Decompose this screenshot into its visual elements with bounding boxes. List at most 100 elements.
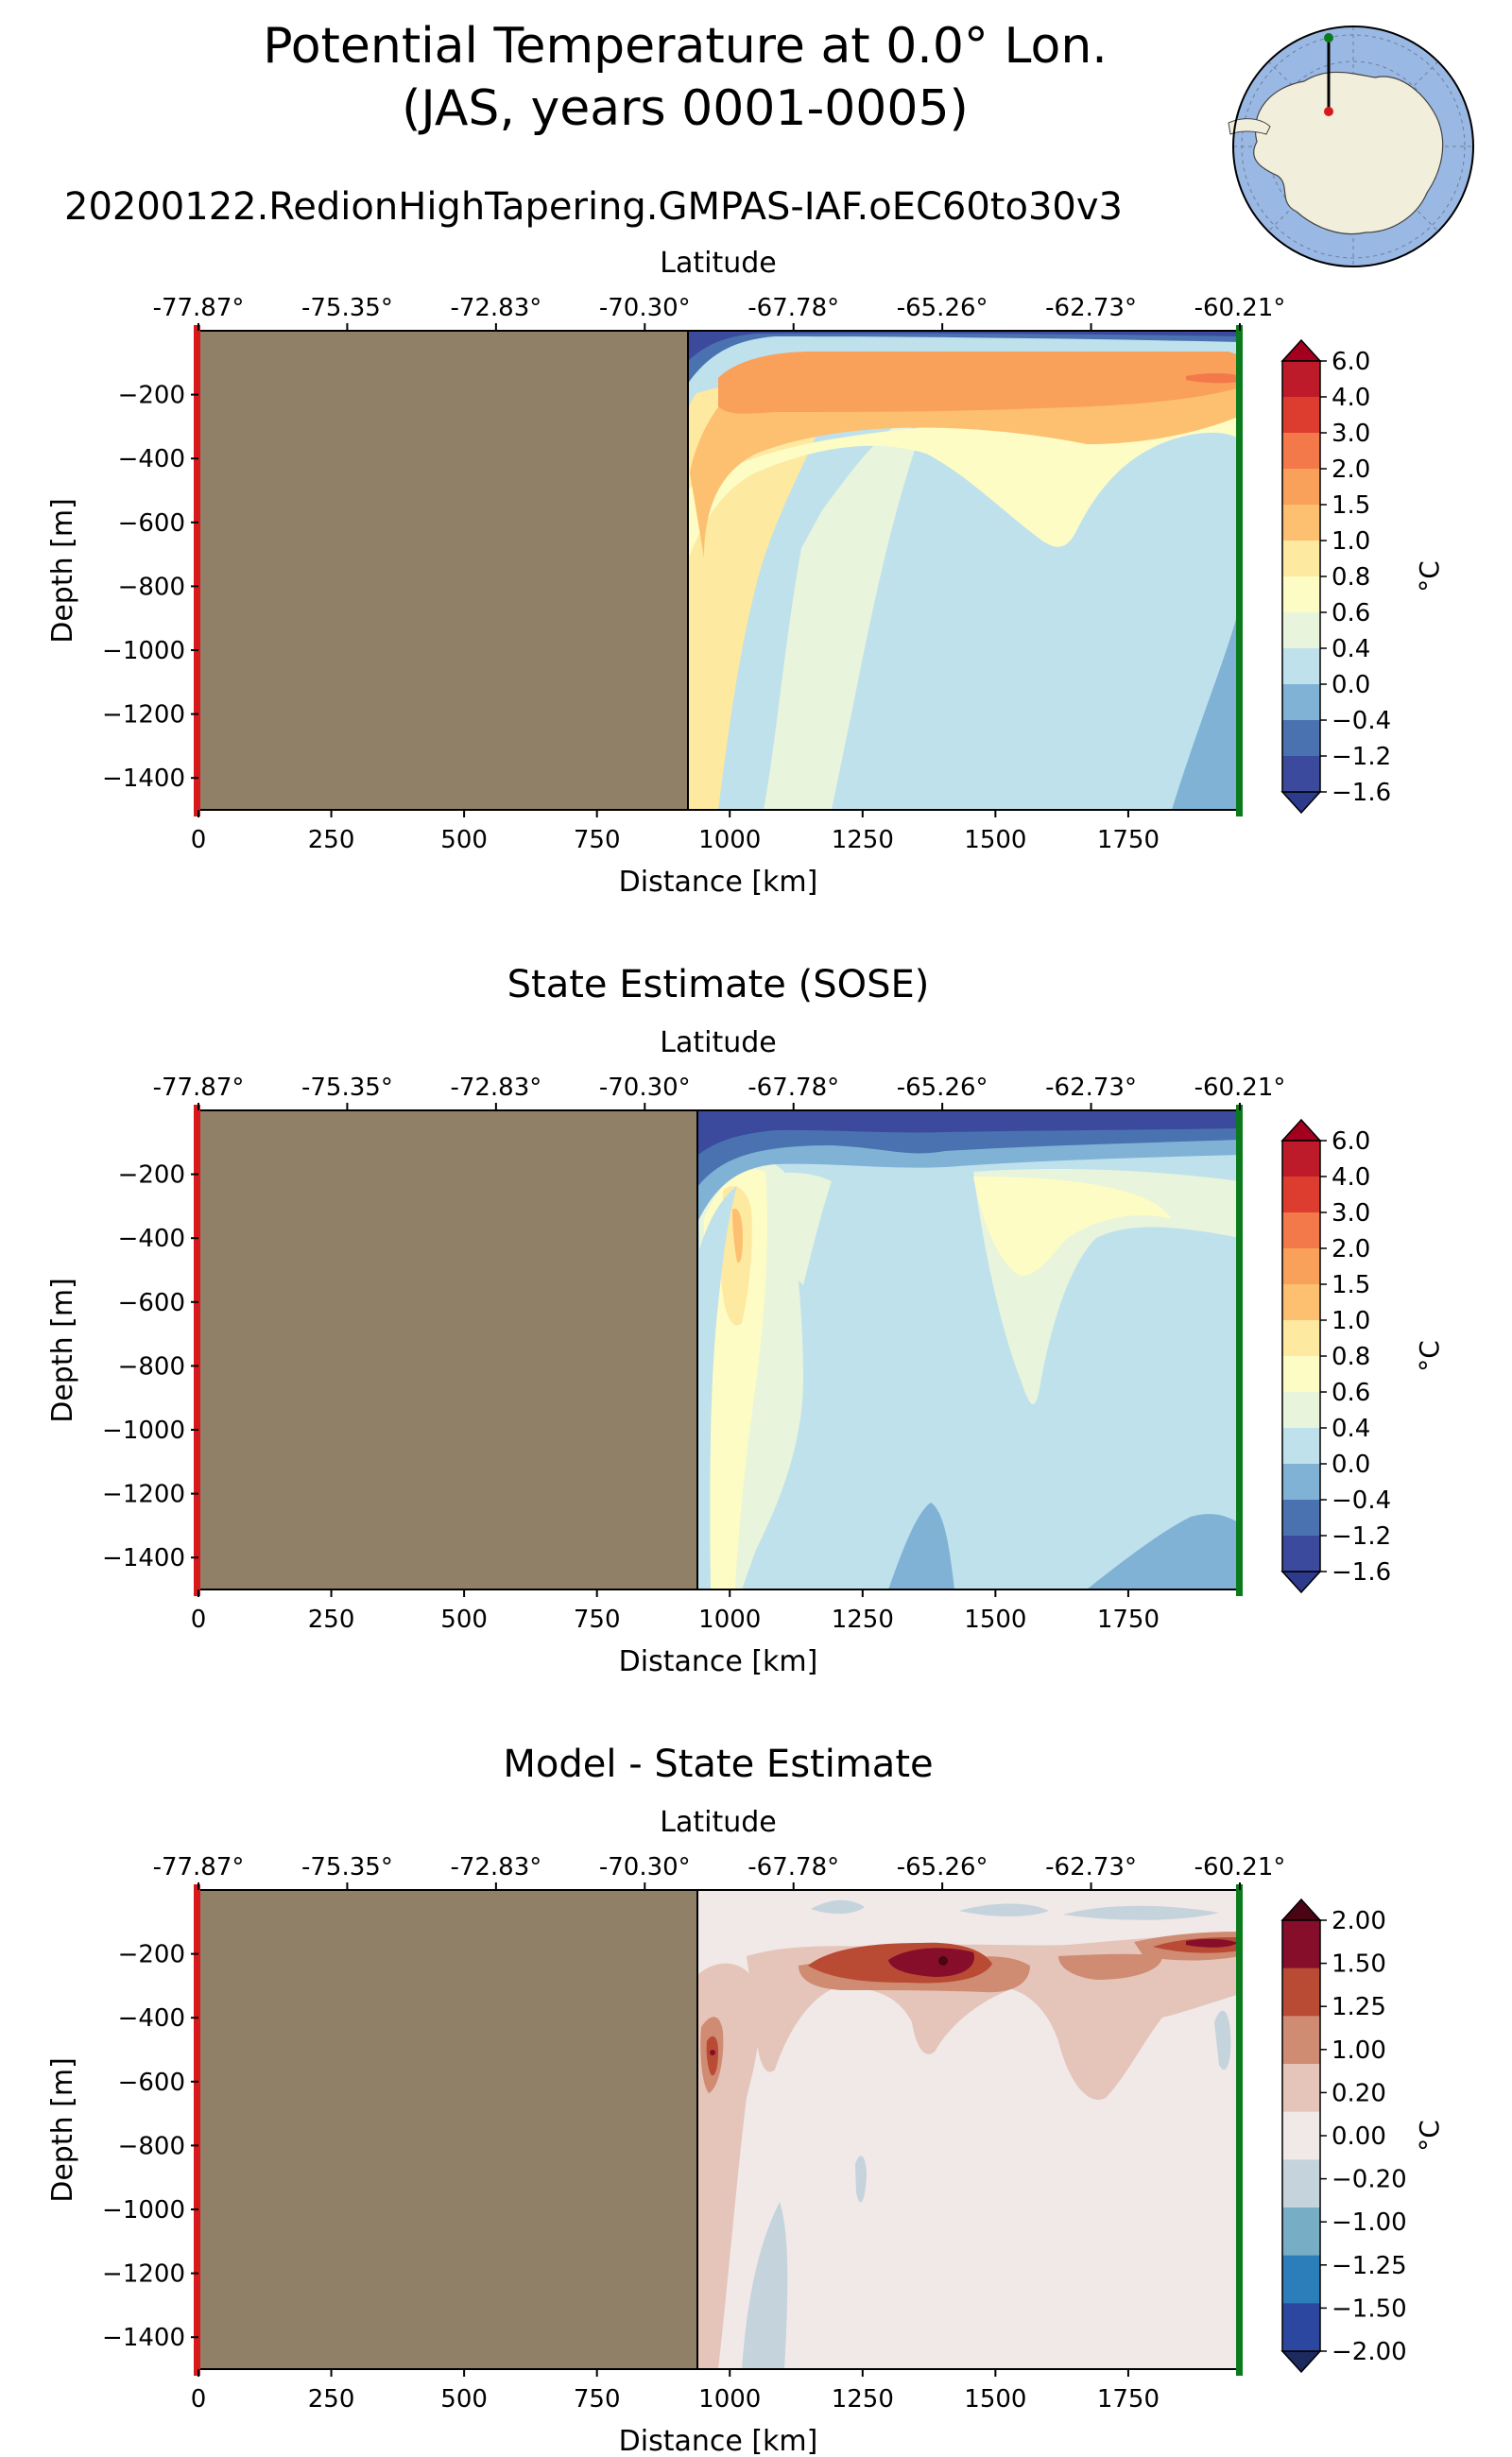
panel1-colorbar: 6.0 4.0 3.0 2.0 1.5 1.0 0.8 0.6 0.4 0.0 −0.4 −1.2 −1… <box>1280 338 1445 815</box>
colorbar-label: °C <box>1414 1340 1445 1372</box>
panel3-y-ticks: −200 −400 −600 −800 −1000 −1200 −1400 <box>102 1941 198 2352</box>
panel1-xlabel: Distance [km] <box>619 866 818 899</box>
panel2-xlabel: Distance [km] <box>619 1645 818 1678</box>
x-tick-label: 500 <box>440 826 488 854</box>
lat-tick-label: -75.35° <box>301 294 393 322</box>
colorbar-extend-low <box>1280 2350 1322 2374</box>
y-tick-label: −1200 <box>102 1481 185 1509</box>
colorbar-tick-label: 1.0 <box>1332 527 1370 556</box>
panel2-deep-cold-2 <box>1087 1514 1240 1589</box>
colorbar-segment <box>1282 2111 1320 2160</box>
colorbar-label: °C <box>1414 560 1445 593</box>
colorbar-tick-label: −0.4 <box>1332 707 1391 735</box>
x-tick-label: 1750 <box>1097 826 1160 854</box>
panel1-end-marker <box>1236 325 1243 816</box>
colorbar-tick-label: 0.0 <box>1332 1451 1370 1479</box>
lat-tick-label: -70.30° <box>599 1074 691 1102</box>
colorbar-segment <box>1282 720 1320 757</box>
colorbar-label: °C <box>1414 2120 1445 2152</box>
colorbar-segment <box>1282 469 1320 506</box>
panel3-start-marker <box>194 1884 200 2376</box>
panel3-xlabel: Distance [km] <box>619 2425 818 2457</box>
x-tick-label: 500 <box>440 2385 488 2414</box>
inset-map <box>1228 26 1474 267</box>
colorbar-tick-label: −1.00 <box>1332 2208 1407 2237</box>
colorbar-extend-high <box>1280 1118 1322 1142</box>
panel1-plot-area <box>198 331 1240 810</box>
panel1-surface-coldest <box>685 331 1240 364</box>
colorbar-segment <box>1282 397 1320 434</box>
colorbar-tick-label: 6.0 <box>1332 348 1370 376</box>
panel3-warm-mid-2 <box>1058 1953 1162 1980</box>
panel-model: Latitude 0 250 500 750 1000 1250 1500 1750 −200… <box>46 247 1445 899</box>
y-tick-label: −400 <box>118 1225 185 1253</box>
x-tick-label: 1750 <box>1097 2385 1160 2414</box>
panel3-cool-patch-5 <box>742 2202 788 2369</box>
colorbar-tick-label: 0.0 <box>1332 671 1370 699</box>
panel2-title: State Estimate (SOSE) <box>507 963 930 1006</box>
panel3-cool-patch-1 <box>811 1899 865 1915</box>
colorbar-segment <box>1282 541 1320 577</box>
colorbar-segment <box>1282 1428 1320 1465</box>
colorbar-segment <box>1282 648 1320 685</box>
panel1-warm-layer <box>690 369 1240 558</box>
y-tick-label: −800 <box>118 2132 185 2160</box>
y-tick-label: −1400 <box>102 1544 185 1572</box>
lat-tick-label: -60.21° <box>1194 1853 1286 1881</box>
lat-tick-label: -65.26° <box>897 1853 988 1881</box>
panel2-colorbar: 6.0 4.0 3.0 2.0 1.5 1.0 0.8 0.6 0.4 0.0 −0.4 −1.2 −1… <box>1280 1118 1445 1594</box>
y-tick-label: −200 <box>118 1161 185 1190</box>
lat-tick-label: -62.73° <box>1045 294 1137 322</box>
colorbar-tick-label: −1.2 <box>1332 743 1391 771</box>
panel3-plot-area <box>198 1890 1240 2369</box>
panel1-start-marker <box>194 325 200 816</box>
panel1-shelf-band <box>764 416 917 810</box>
colorbar-tick-label: −1.2 <box>1332 1522 1391 1551</box>
colorbar-tick-label: 1.5 <box>1332 491 1370 520</box>
colorbar-tick-label: 2.00 <box>1332 1907 1386 1935</box>
panel-difference: Model - State Estimate Latitude <box>46 1743 1445 2457</box>
map-border <box>1232 26 1474 267</box>
colorbar-segment <box>1282 2255 1320 2304</box>
colorbar-tick-label: 0.8 <box>1332 563 1370 592</box>
colorbar-tick-label: 4.0 <box>1332 1163 1370 1192</box>
colorbar-tick-label: 0.20 <box>1332 2079 1386 2107</box>
x-tick-label: 1500 <box>964 2385 1026 2414</box>
colorbar-extend-low <box>1280 1571 1322 1594</box>
x-tick-label: 500 <box>440 1606 488 1634</box>
lat-tick-label: -67.78° <box>747 294 839 322</box>
colorbar-tick-label: 1.25 <box>1332 1993 1386 2021</box>
colorbar-tick-label: 0.6 <box>1332 599 1370 627</box>
colorbar-tick-label: 2.0 <box>1332 455 1370 484</box>
lat-tick-label: -77.87° <box>153 294 245 322</box>
panel2-ylabel: Depth [m] <box>46 1278 79 1423</box>
colorbar-tick-label: 2.0 <box>1332 1235 1370 1263</box>
y-tick-label: −1000 <box>102 637 185 665</box>
panel3-x-ticks: 0 250 500 750 1000 1250 1500 1750 <box>191 2369 1160 2414</box>
colorbar-tick-label: 3.0 <box>1332 420 1370 448</box>
colorbar-tick-label: 0.00 <box>1332 2122 1386 2151</box>
panel2-deep-cold-1 <box>888 1503 954 1589</box>
colorbar-segment <box>1282 2208 1320 2257</box>
colorbar-segment <box>1282 1320 1320 1357</box>
colorbar-tick-label: 0.4 <box>1332 1415 1370 1443</box>
panel2-interior-band-b <box>756 1172 832 1285</box>
panel2-interior-warm <box>973 1177 1172 1276</box>
panel2-subsurface-cool <box>695 1134 1240 1228</box>
colorbar-segment <box>1282 433 1320 470</box>
panel1-surface-cold <box>685 331 1240 387</box>
x-tick-label: 1250 <box>832 1606 894 1634</box>
colorbar-tick-label: 3.0 <box>1332 1199 1370 1228</box>
panel3-title: Model - State Estimate <box>503 1743 933 1786</box>
colorbar-segment <box>1282 1284 1320 1321</box>
colorbar-segment <box>1282 1248 1320 1285</box>
x-tick-label: 0 <box>191 826 207 854</box>
y-tick-label: −600 <box>118 509 185 538</box>
colorbar-segment <box>1282 2064 1320 2113</box>
panel3-extreme-spot <box>938 1956 948 1966</box>
panel-sose: State Estimate (SOSE) Latitude 0 250 500 75… <box>46 963 1445 1678</box>
colorbar-tick-label: 0.8 <box>1332 1343 1370 1371</box>
colorbar-segment <box>1282 2016 1320 2065</box>
colorbar-segment <box>1282 1464 1320 1501</box>
